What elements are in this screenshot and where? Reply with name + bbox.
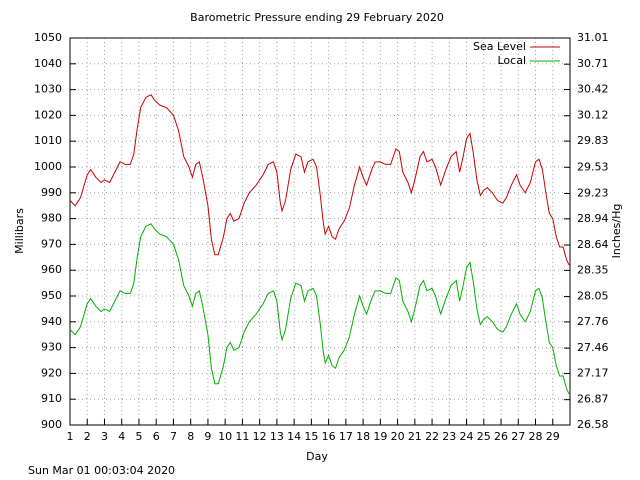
- x-tick-label: 18: [356, 430, 370, 443]
- x-tick-label: 8: [187, 430, 194, 443]
- y-tick-label: 1030: [34, 83, 62, 96]
- y2-tick-label: 29.53: [577, 160, 609, 173]
- y-tick-label: 920: [41, 366, 62, 379]
- y2-tick-label: 27.76: [577, 315, 609, 328]
- y-tick-label: 990: [41, 186, 62, 199]
- y-tick-label: 930: [41, 341, 62, 354]
- plot-border: [69, 37, 571, 426]
- y-tick-label: 1050: [34, 31, 62, 44]
- x-tick-label: 25: [477, 430, 491, 443]
- x-tick-label: 14: [287, 430, 301, 443]
- y2-tick-label: 31.01: [577, 31, 609, 44]
- x-axis-label: Day: [306, 450, 328, 463]
- y-tick-label: 970: [41, 237, 62, 250]
- x-tick-label: 23: [442, 430, 456, 443]
- y-tick-label: 960: [41, 263, 62, 276]
- y2-tick-label: 27.46: [577, 341, 609, 354]
- y-tick-label: 980: [41, 212, 62, 225]
- y-tick-label: 1040: [34, 57, 62, 70]
- y2-tick-label: 30.42: [577, 83, 609, 96]
- y2-tick-label: 27.17: [577, 366, 609, 379]
- x-tick-label: 28: [529, 430, 543, 443]
- y2-tick-label: 26.87: [577, 393, 609, 406]
- x-tick-label: 11: [235, 430, 249, 443]
- y2-tick-label: 28.94: [577, 212, 609, 225]
- y-tick-label: 1000: [34, 160, 62, 173]
- x-tick-label: 7: [170, 430, 177, 443]
- x-tick-label: 12: [253, 430, 267, 443]
- y-axis-label: Millibars: [13, 208, 26, 254]
- timestamp: Sun Mar 01 00:03:04 2020: [28, 464, 175, 477]
- y-tick-label: 950: [41, 289, 62, 302]
- x-tick-label: 22: [425, 430, 439, 443]
- y2-axis-label: Inches/Hg: [610, 204, 623, 259]
- x-tick-label: 24: [460, 430, 474, 443]
- x-tick-label: 10: [218, 430, 232, 443]
- y2-tick-label: 30.71: [577, 57, 609, 70]
- x-tick-label: 13: [270, 430, 284, 443]
- y-tick-label: 900: [41, 418, 62, 431]
- y2-tick-label: 28.64: [577, 238, 609, 251]
- legend-label: Local: [497, 54, 526, 67]
- x-tick-label: 27: [511, 430, 525, 443]
- x-tick-label: 1: [67, 430, 74, 443]
- y2-tick-label: 28.05: [577, 290, 609, 303]
- x-tick-label: 21: [408, 430, 422, 443]
- y2-tick-label: 28.35: [577, 263, 609, 276]
- legend-label: Sea Level: [473, 40, 526, 53]
- y-tick-label: 910: [41, 392, 62, 405]
- x-tick-label: 16: [322, 430, 336, 443]
- x-tick-label: 20: [391, 430, 405, 443]
- x-tick-label: 19: [373, 430, 387, 443]
- x-tick-label: 5: [135, 430, 142, 443]
- x-tick-label: 3: [101, 430, 108, 443]
- x-tick-label: 9: [204, 430, 211, 443]
- data-line: [69, 223, 570, 395]
- x-tick-label: 29: [546, 430, 560, 443]
- chart-title: Barometric Pressure ending 29 February 2…: [190, 11, 444, 24]
- x-tick-label: 17: [339, 430, 353, 443]
- y-tick-label: 1020: [34, 108, 62, 121]
- y2-tick-label: 30.12: [577, 109, 609, 122]
- y-tick-label: 940: [41, 315, 62, 328]
- y2-tick-label: 29.83: [577, 134, 609, 147]
- x-tick-label: 4: [118, 430, 125, 443]
- y-tick-label: 1010: [34, 134, 62, 147]
- x-tick-label: 26: [494, 430, 508, 443]
- y2-tick-label: 29.23: [577, 186, 609, 199]
- x-tick-label: 2: [84, 430, 91, 443]
- x-tick-label: 6: [153, 430, 160, 443]
- y2-tick-label: 26.58: [577, 418, 609, 431]
- data-line: [69, 94, 570, 266]
- x-tick-label: 15: [304, 430, 318, 443]
